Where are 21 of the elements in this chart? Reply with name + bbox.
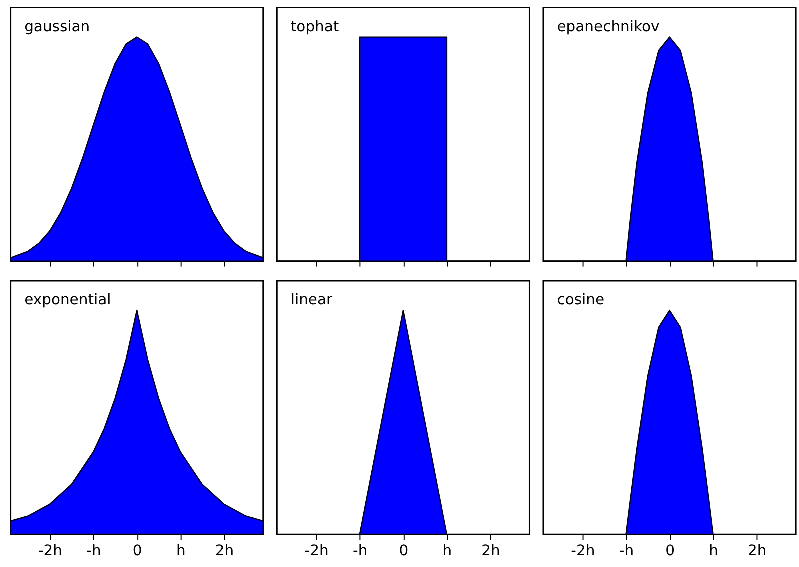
chart-title: gaussian xyxy=(24,18,90,36)
x-tick-label: h xyxy=(176,542,186,560)
x-tick-label: 2h xyxy=(215,542,234,560)
x-tick-label: 0 xyxy=(399,542,409,560)
chart-title: epanechnikov xyxy=(557,18,660,36)
x-tick-label: h xyxy=(709,542,718,560)
x-tick-label: -2h xyxy=(38,542,63,560)
x-tick-label: -2h xyxy=(304,542,329,560)
x-tick-label: 0 xyxy=(132,542,142,560)
x-tick-label: -h xyxy=(353,542,368,560)
x-tick-label: h xyxy=(442,542,452,560)
chart-title: linear xyxy=(290,292,334,309)
chart-title: tophat xyxy=(290,18,340,36)
chart-title: cosine xyxy=(557,292,605,309)
x-tick-label: -h xyxy=(619,542,634,560)
chart-title: exponential xyxy=(24,292,112,309)
x-tick-label: 2h xyxy=(748,542,767,560)
x-tick-label: -2h xyxy=(571,542,596,560)
x-tick-label: 2h xyxy=(482,542,500,560)
x-tick-label: -h xyxy=(86,542,102,560)
x-tick-label: 0 xyxy=(666,542,675,560)
